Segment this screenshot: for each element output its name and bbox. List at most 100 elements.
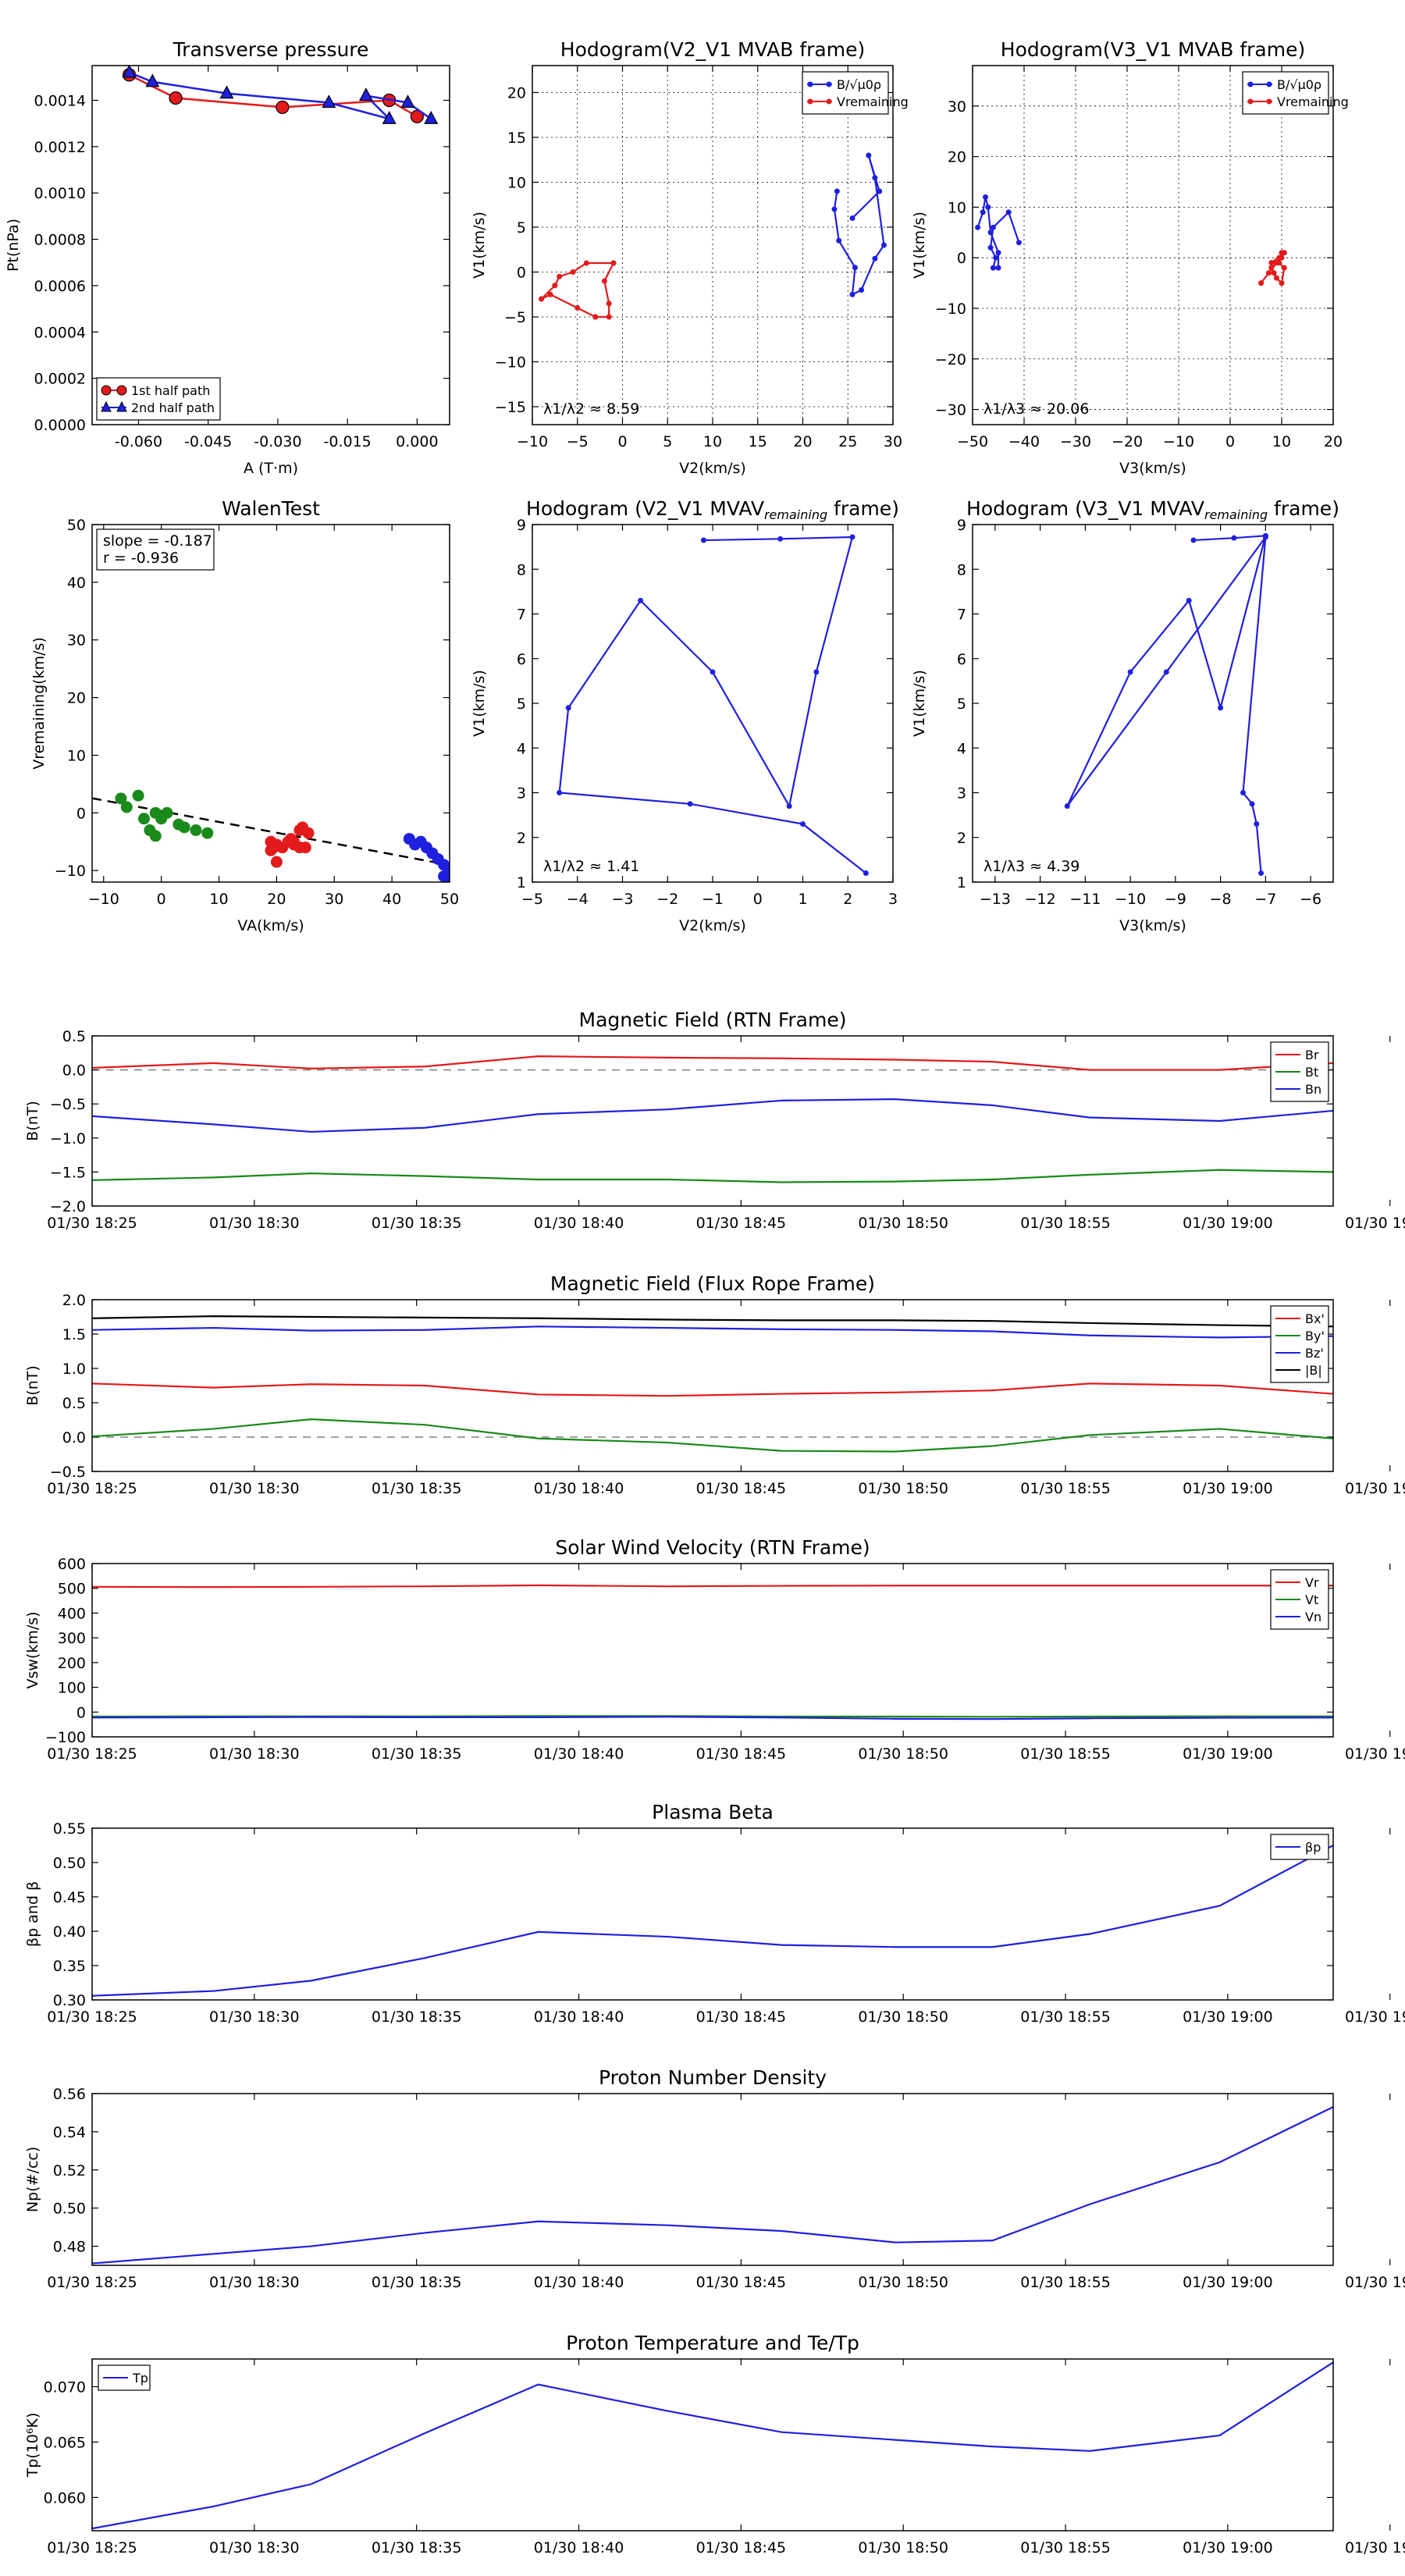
legend-marker bbox=[826, 98, 832, 105]
x-tick-label: 01/30 19:00 bbox=[1183, 2008, 1273, 2026]
legend-marker bbox=[116, 400, 127, 412]
data-point bbox=[270, 856, 283, 868]
data-point bbox=[161, 806, 173, 819]
data-point bbox=[710, 669, 716, 675]
chart-np: Proton Number Density 01/30 18:25 01/30 18… bbox=[24, 2066, 1405, 2291]
x-tick-label: −11 bbox=[1069, 891, 1101, 908]
y-tick-label: 0.30 bbox=[53, 1992, 86, 2009]
x-tick-label: 01/30 18:40 bbox=[534, 1480, 624, 1497]
x-tick-label: −30 bbox=[1060, 433, 1091, 450]
x-tick-label: −9 bbox=[1165, 891, 1186, 908]
x-tick-label: −10 bbox=[1163, 433, 1194, 450]
legend-label: B/√μ0ρ bbox=[1277, 77, 1321, 92]
x-axis-label: VA(km/s) bbox=[237, 917, 304, 934]
data-point bbox=[169, 91, 183, 105]
y-tick-label: 5 bbox=[957, 696, 966, 713]
data-point bbox=[983, 194, 988, 200]
x-tick-label: 01/30 18:25 bbox=[47, 2008, 137, 2026]
x-tick-label: 30 bbox=[325, 891, 343, 908]
x-tick-label: 01/30 18:50 bbox=[858, 1480, 948, 1497]
chart-title: Proton Temperature and Te/Tp bbox=[566, 2332, 859, 2354]
x-tick-label: 01/30 18:55 bbox=[1020, 2274, 1111, 2291]
x-tick-label: 0 bbox=[617, 433, 627, 450]
y-tick-label: 0.45 bbox=[53, 1889, 86, 1906]
data-point bbox=[700, 537, 706, 543]
series-bt-line bbox=[92, 1169, 1333, 1183]
y-tick-label: 20 bbox=[67, 690, 86, 707]
data-point bbox=[866, 152, 872, 158]
x-tick-label: 01/30 18:45 bbox=[696, 2539, 787, 2556]
y-axis-label: V1(km/s) bbox=[471, 212, 488, 279]
y-tick-label: 0.48 bbox=[53, 2239, 86, 2256]
data-point bbox=[1276, 260, 1282, 266]
y-tick-label: 5 bbox=[517, 219, 526, 237]
x-tick-label: 01/30 18:40 bbox=[534, 1745, 624, 1763]
data-point bbox=[145, 73, 160, 87]
series-0-line bbox=[1066, 534, 1267, 873]
data-point bbox=[1262, 534, 1268, 540]
y-tick-label: 50 bbox=[67, 517, 86, 534]
data-point bbox=[1258, 870, 1264, 877]
legend-label: 2nd half path bbox=[131, 400, 215, 415]
axes-frame bbox=[532, 65, 894, 425]
x-axis-label: V2(km/s) bbox=[679, 460, 746, 477]
chart-title: Plasma Beta bbox=[652, 1801, 774, 1823]
y-tick-label: 0.35 bbox=[53, 1958, 86, 1975]
axes-frame bbox=[91, 65, 450, 425]
x-tick-label: 01/30 18:30 bbox=[209, 2008, 300, 2026]
data-point bbox=[1279, 280, 1285, 286]
annotation-box bbox=[96, 528, 215, 571]
chart-title-end: frame) bbox=[827, 497, 899, 520]
y-tick-label: 10 bbox=[67, 747, 86, 764]
x-tick-label: −50 bbox=[957, 433, 988, 450]
x-tick-label: 01/30 18:25 bbox=[47, 2539, 137, 2556]
legend-marker bbox=[1247, 81, 1254, 87]
y-tick-label: 100 bbox=[58, 1680, 86, 1697]
x-tick-label: 01/30 18:55 bbox=[1020, 1480, 1111, 1497]
y-tick-label: 0.060 bbox=[44, 2489, 86, 2507]
y-axis-label: Tp(10⁶K) bbox=[24, 2413, 41, 2478]
data-point bbox=[1064, 803, 1070, 809]
y-tick-label: 15 bbox=[507, 130, 526, 147]
x-tick-label: 01/30 19:05 bbox=[1345, 2008, 1405, 2026]
legend-label: Vr bbox=[1305, 1575, 1319, 1590]
y-axis-label: Np(#/cc) bbox=[24, 2147, 41, 2212]
data-point bbox=[1190, 537, 1197, 543]
y-tick-label: 4 bbox=[517, 740, 526, 757]
x-tick-label: 01/30 18:25 bbox=[47, 1745, 137, 1763]
y-tick-label: 2.0 bbox=[62, 1292, 86, 1309]
chart-hr21: Hodogram (V2_V1 MVAVremaining frame) −5 −4… bbox=[471, 497, 899, 934]
y-tick-label: 10 bbox=[948, 199, 966, 216]
data-point bbox=[987, 244, 994, 251]
data-point bbox=[993, 254, 999, 261]
data-point bbox=[288, 838, 301, 851]
data-point bbox=[1186, 597, 1192, 603]
x-tick-label: 10 bbox=[703, 433, 722, 450]
axes-frame bbox=[91, 2358, 1334, 2532]
y-tick-label: 0.0012 bbox=[34, 139, 86, 156]
data-point bbox=[687, 801, 693, 807]
data-point bbox=[1268, 260, 1275, 266]
x-tick-label: -0.045 bbox=[184, 433, 232, 450]
x-tick-label: 01/30 18:50 bbox=[858, 2539, 948, 2556]
y-axis-label: Pt(nPa) bbox=[5, 219, 22, 272]
y-tick-label: 0.070 bbox=[44, 2379, 86, 2396]
data-point bbox=[443, 876, 450, 882]
axes-frame bbox=[91, 524, 450, 883]
data-point bbox=[265, 844, 277, 856]
x-tick-label: −2 bbox=[656, 891, 678, 908]
axes-frame bbox=[91, 1563, 1334, 1738]
legend-label: Bz' bbox=[1305, 1346, 1324, 1361]
data-point bbox=[1266, 270, 1272, 276]
chart-title-sub: remaining bbox=[1204, 507, 1268, 522]
x-tick-label: 2 bbox=[843, 891, 852, 908]
data-point bbox=[863, 870, 869, 877]
y-tick-label: 0.0008 bbox=[34, 232, 86, 249]
x-tick-label: 01/30 18:45 bbox=[696, 1215, 787, 1232]
data-point bbox=[995, 250, 1001, 256]
x-tick-label: −10 bbox=[88, 891, 119, 908]
y-tick-label: 600 bbox=[58, 1556, 86, 1573]
legend-marker bbox=[101, 385, 112, 396]
data-point bbox=[137, 813, 150, 825]
x-tick-label: 10 bbox=[1272, 433, 1291, 450]
